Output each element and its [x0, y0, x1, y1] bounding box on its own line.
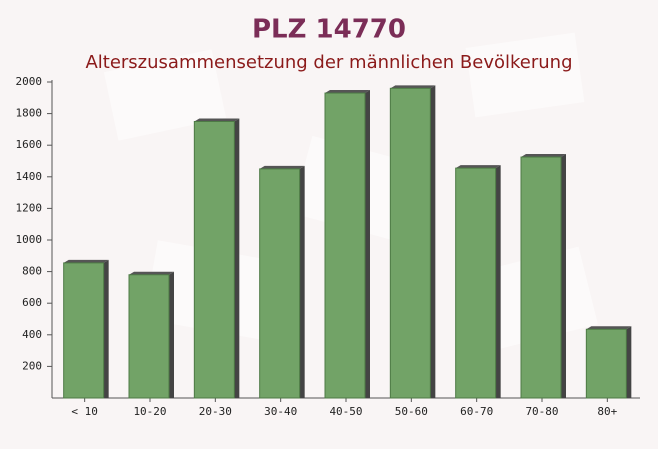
y-tick-label: 200: [22, 359, 42, 372]
bar-shadow: [365, 90, 370, 398]
bar-top: [521, 154, 566, 158]
x-tick-label: 60-70: [460, 405, 493, 418]
x-tick-label: 40-50: [329, 405, 362, 418]
bar-shadow: [430, 85, 436, 398]
x-tick-label: 70-80: [525, 405, 558, 418]
y-tick-label: 1200: [16, 201, 43, 214]
bar-top: [63, 259, 109, 263]
x-tick-label: < 10: [71, 405, 98, 418]
y-tick-label: 600: [22, 296, 42, 309]
x-tick-label: 30-40: [264, 405, 297, 418]
chart-title: PLZ 14770: [252, 15, 406, 45]
x-tick-label: 20-30: [199, 405, 232, 418]
bar-top: [586, 326, 632, 330]
bar-shadow: [495, 165, 501, 398]
bar: [193, 121, 235, 399]
x-tick-label: 10-20: [133, 405, 166, 418]
bar-top: [129, 271, 174, 275]
bar: [128, 274, 170, 399]
bar: [585, 328, 627, 399]
y-tick-label: 400: [22, 328, 42, 341]
bar-shadow: [103, 259, 109, 398]
y-tick-label: 800: [22, 265, 42, 278]
bar: [520, 156, 562, 399]
bar-shadow: [169, 271, 174, 398]
bar-top: [325, 90, 370, 94]
bar: [389, 87, 431, 399]
chart-subtitle: Alterszusammensetzung der männlichen Bev…: [85, 52, 572, 73]
y-tick-label: 1400: [16, 170, 43, 183]
bar-top: [455, 165, 501, 169]
bar: [259, 168, 301, 399]
x-tick-label: 50-60: [395, 405, 428, 418]
bar: [324, 92, 366, 399]
y-tick-label: 1800: [16, 107, 43, 120]
bar: [63, 262, 105, 399]
bar-shadow: [234, 118, 240, 398]
bar-shadow: [299, 165, 305, 398]
bar-top: [390, 85, 436, 89]
bar-shadow: [561, 154, 566, 398]
bar-top: [259, 165, 305, 169]
x-tick-label: 80+: [597, 405, 617, 418]
bar-top: [194, 118, 240, 122]
y-tick-label: 2000: [16, 75, 43, 88]
y-tick-label: 1000: [16, 233, 43, 246]
bar-shadow: [626, 326, 632, 398]
y-tick-label: 1600: [16, 138, 43, 151]
bar: [455, 167, 497, 399]
